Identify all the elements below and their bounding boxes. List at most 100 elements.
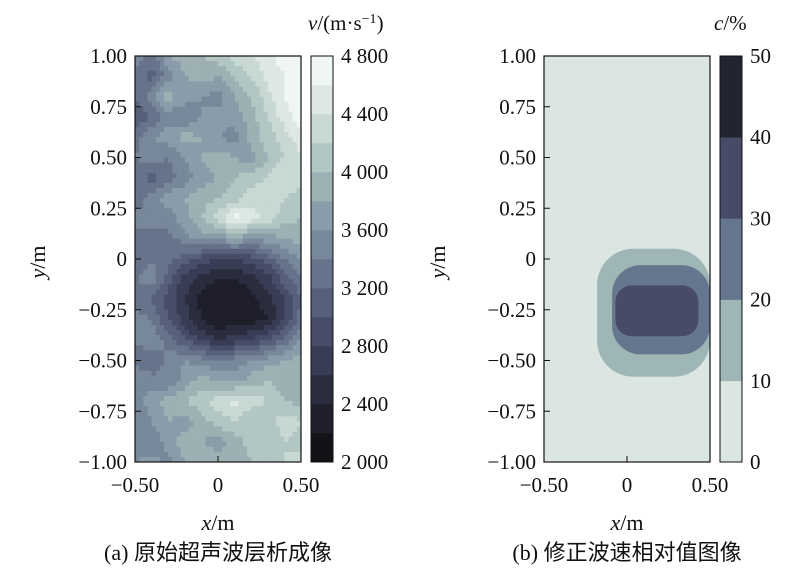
heat-cell [218,91,223,98]
heat-cell [164,441,169,448]
heat-cell [292,401,298,407]
heat-cell [292,431,298,438]
heat-cell [139,370,144,377]
heat-cell [213,299,219,306]
heat-cell [276,319,281,326]
heat-cell [271,446,277,453]
heat-cell [292,182,298,189]
heat-cell [213,350,219,357]
heat-cell [271,61,277,67]
colorbar-frame [310,55,334,463]
heat-cell [201,304,207,311]
y-axis-label-a: y/m [25,246,50,281]
heat-cell [276,71,281,77]
heat-cell [226,218,232,225]
heat-cell [271,106,277,113]
heat-cell [267,294,273,301]
heat-cell [230,314,236,321]
heat-cell [180,132,186,138]
heat-cell [251,71,256,77]
heat-cell [247,172,252,179]
heat-cell [251,436,256,443]
heat-cell [255,208,261,214]
heat-cell [176,360,182,367]
heat-cell [155,137,161,143]
heat-cell [226,81,232,88]
heat-cell [172,137,178,143]
heat-cell [222,152,227,159]
heat-cell [247,411,252,417]
heat-cell [197,269,202,275]
heat-cell [234,162,240,169]
heat-cell [143,406,149,412]
heat-cell [296,451,301,458]
heat-cell [159,269,165,275]
heat-cell [184,213,190,219]
heat-cell [209,167,215,174]
heat-cell [172,233,178,240]
y-tick-label: −1.00 [487,450,536,474]
heat-cell [147,284,153,291]
heat-cell [222,182,227,189]
heat-cell [263,451,269,458]
heat-cell [184,396,190,402]
heat-cell [213,304,219,311]
heat-cell [276,147,281,154]
heat-cell [222,116,227,123]
heat-cell [276,416,281,422]
heat-cell [205,71,211,77]
heat-cell [218,127,223,133]
heat-cell [180,385,186,392]
heat-cell [222,233,227,240]
heat-cell [213,127,219,133]
heat-cell [288,330,294,336]
heat-cell [296,172,301,179]
heat-cell [259,294,265,301]
heat-cell [201,121,207,128]
heat-cell [263,259,269,265]
heat-cell [292,330,298,336]
heat-cell [143,319,149,326]
heat-cell [238,355,244,362]
colorbar-swatch [311,143,333,173]
heat-cell [284,289,290,296]
heat-cell [201,421,207,428]
heat-cell [155,350,161,357]
heat-cell [238,416,244,422]
heat-cell [226,203,232,209]
heat-cell [292,406,298,412]
heat-cell [201,208,207,214]
heat-cell [155,416,161,422]
heat-cell [238,269,244,275]
heat-cell [263,233,269,240]
heat-cell [209,193,215,199]
heat-cell [188,436,194,443]
heat-cell [139,157,144,164]
heat-cell [276,61,281,67]
heat-cell [164,152,169,159]
heat-cell [180,152,186,159]
heat-cell [230,411,236,417]
heat-cell [292,436,298,443]
heat-cell [247,421,252,428]
heat-cell [139,187,144,194]
heat-cell [292,269,298,275]
heat-cell [238,385,244,392]
heat-cell [238,213,244,219]
heat-cell [188,233,194,240]
heat-cell [151,304,157,311]
heat-cell [280,269,285,275]
heat-cell [226,233,232,240]
heat-cell [263,390,269,397]
heat-cell [230,137,236,143]
heat-cell [288,350,294,357]
heat-cell [135,319,140,326]
heat-cell [201,324,207,331]
heat-cell [213,111,219,118]
heat-cell [267,96,273,103]
heat-cell [263,340,269,346]
heat-cell [135,111,140,118]
heat-cell [172,421,178,428]
heat-cell [176,152,182,159]
heat-cell [143,284,149,291]
